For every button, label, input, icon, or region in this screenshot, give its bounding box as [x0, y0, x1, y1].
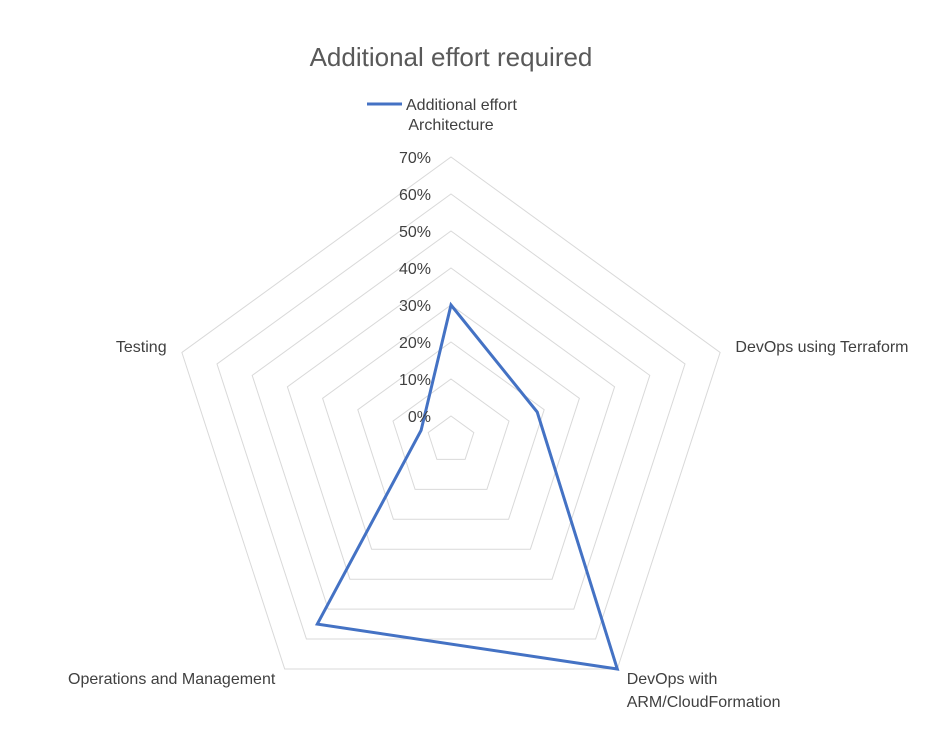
series-line-0: [314, 301, 620, 671]
gridline-1: [392, 378, 510, 490]
tick-label-4: 40%: [399, 261, 431, 278]
tick-label-7: 70%: [399, 150, 431, 167]
tick-label-3: 30%: [399, 298, 431, 315]
legend-label: Additional effort: [406, 97, 517, 114]
category-labels: Architecture DevOps using Terraform DevOps…: [68, 117, 908, 711]
chart-title: Additional effort required: [310, 42, 593, 72]
legend: Additional effort: [367, 97, 517, 114]
tick-label-5: 50%: [399, 224, 431, 241]
tick-label-2: 20%: [399, 335, 431, 352]
category-label-2: DevOps with ARM/CloudFormation: [627, 671, 781, 711]
tick-label-0: 0%: [408, 409, 431, 426]
category-label-4: Testing: [116, 339, 167, 356]
gridline-4: [286, 267, 616, 580]
gridline-6: [216, 193, 686, 640]
tick-label-6: 60%: [399, 187, 431, 204]
category-label-0: Architecture: [408, 117, 493, 134]
tick-label-1: 10%: [399, 372, 431, 389]
gridline-2: [357, 341, 545, 520]
gridline-5: [251, 230, 651, 610]
tick-labels: 0% 10% 20% 30% 40% 50% 60% 70%: [399, 150, 431, 426]
grid-layer: [181, 156, 721, 670]
gridline-7: [181, 156, 721, 670]
gridline-0: [427, 415, 475, 460]
series-layer: [314, 301, 620, 671]
category-label-3: Operations and Management: [68, 671, 276, 688]
category-label-1: DevOps using Terraform: [735, 339, 908, 356]
gridline-3: [322, 304, 580, 550]
